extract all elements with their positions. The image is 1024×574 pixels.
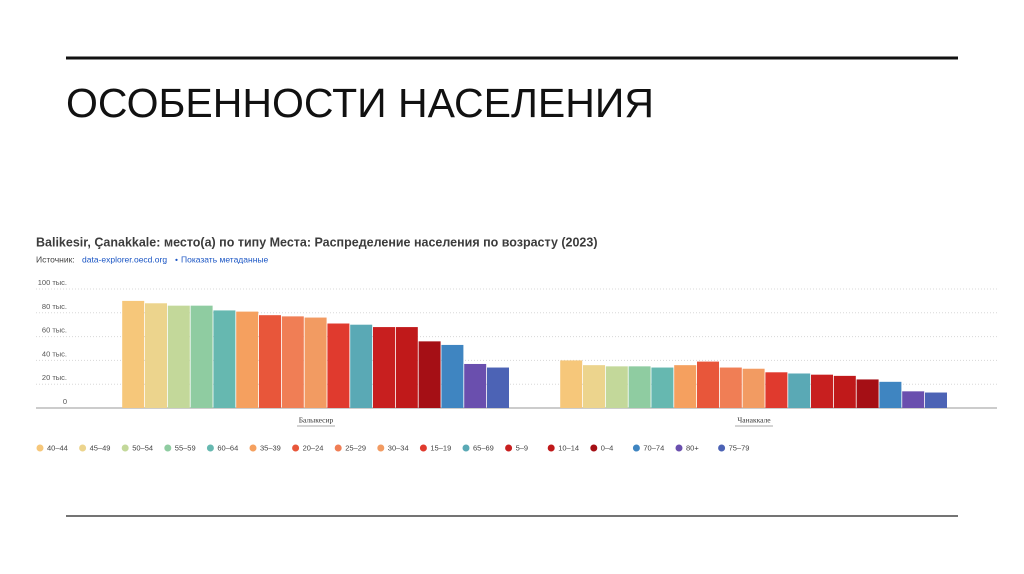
bar (145, 303, 167, 408)
legend-swatch (505, 444, 513, 452)
bar (651, 367, 674, 408)
bar (395, 327, 418, 408)
legend-swatch (590, 444, 598, 452)
bar (811, 374, 833, 408)
legend-swatch (36, 444, 44, 452)
bar (236, 311, 259, 408)
legend-label: 70–74 (643, 443, 664, 452)
legend-swatch (249, 444, 257, 452)
bar (167, 305, 190, 408)
bar (304, 317, 327, 408)
bar (856, 379, 879, 408)
legend-label: 65–69 (473, 443, 494, 452)
legend-label: 45–49 (90, 443, 111, 452)
legend-label: 50–54 (132, 443, 153, 452)
bar (122, 300, 145, 408)
legend-label: 25–29 (345, 443, 366, 452)
legend-swatch (632, 444, 640, 452)
y-tick-label: 0 (63, 397, 67, 406)
plot: 0 20 тыс. 40 тыс. 60 тыс. 80 тыс. 100 тыс. Бал… (36, 278, 997, 452)
bar (833, 375, 856, 408)
bar (281, 316, 304, 408)
bar (765, 372, 788, 408)
source-separator: • (175, 254, 178, 264)
bar (719, 367, 742, 408)
legend-label: 55–59 (175, 443, 196, 452)
bar (418, 341, 441, 408)
bar (350, 324, 373, 408)
bar (583, 365, 605, 408)
slide-title: ОСОБЕННОСТИ НАСЕЛЕНИЯ (66, 80, 654, 126)
bar (441, 344, 464, 408)
legend-swatch (419, 444, 427, 452)
legend-swatch (462, 444, 470, 452)
legend-label: 60–64 (217, 443, 238, 452)
bar (213, 310, 236, 408)
legend-label: 80+ (686, 443, 699, 452)
legend-swatch (718, 444, 726, 452)
legend-swatch (79, 444, 87, 452)
legend-swatch (334, 444, 342, 452)
metadata-link[interactable]: Показать метаданные (181, 254, 268, 264)
legend-label: 30–34 (388, 443, 409, 452)
source-link[interactable]: data-explorer.oecd.org (82, 254, 167, 264)
bar (788, 373, 811, 408)
bar (464, 363, 487, 408)
bar (560, 360, 583, 408)
legend-swatch (377, 444, 385, 452)
x-tick-label: Балыкесир (299, 416, 334, 425)
legend-swatch (547, 444, 555, 452)
bar (259, 315, 281, 408)
y-tick-label: 100 тыс. (38, 278, 67, 287)
legend-label: 15–19 (430, 443, 451, 452)
y-tick-label: 80 тыс. (42, 302, 67, 311)
legend-swatch (164, 444, 172, 452)
bar (628, 366, 651, 408)
bar (674, 365, 697, 408)
legend-swatch (292, 444, 300, 452)
bar (742, 368, 765, 408)
legend-label: 35–39 (260, 443, 281, 452)
chart-title: Balikesir, Çanakkale: место(а) по типу М… (36, 235, 598, 249)
legend-label: 75–79 (729, 443, 750, 452)
bar (697, 361, 719, 408)
legend-label: 0–4 (601, 443, 614, 452)
legend-label: 40–44 (47, 443, 68, 452)
bar (605, 366, 628, 408)
x-tick-label: Чанаккале (737, 416, 771, 425)
legend-swatch (206, 444, 214, 452)
legend-label: 10–14 (558, 443, 579, 452)
bar (879, 381, 902, 408)
legend-label: 20–24 (303, 443, 324, 452)
y-tick-label: 20 тыс. (42, 373, 67, 382)
bar (373, 327, 395, 408)
y-tick-label: 40 тыс. (42, 349, 67, 358)
bar (925, 392, 947, 408)
legend-swatch (675, 444, 683, 452)
legend-swatch (121, 444, 129, 452)
bar (190, 305, 213, 408)
bar (327, 323, 350, 408)
y-tick-label: 60 тыс. (42, 326, 67, 335)
source-label: Источник: (36, 254, 75, 264)
bar (902, 391, 925, 408)
legend-label: 5–9 (516, 443, 529, 452)
bar (487, 367, 509, 408)
